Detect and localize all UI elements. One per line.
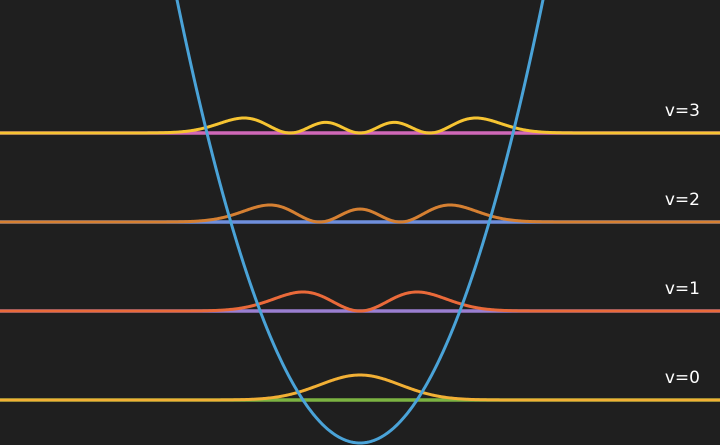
probability-density-v2 (0, 203, 720, 224)
energy-level-lines (0, 131, 720, 402)
level-label-v1: v=1 (664, 279, 700, 299)
level-label-v2: v=2 (664, 190, 700, 210)
probability-density-curves (0, 116, 720, 402)
level-label-v3: v=3 (664, 101, 700, 121)
potential-well-curve (175, 0, 545, 445)
probability-density-v1 (0, 290, 720, 313)
probability-density-v3 (0, 116, 720, 135)
probability-density-v0 (0, 373, 720, 402)
level-label-v0: v=0 (664, 368, 700, 388)
